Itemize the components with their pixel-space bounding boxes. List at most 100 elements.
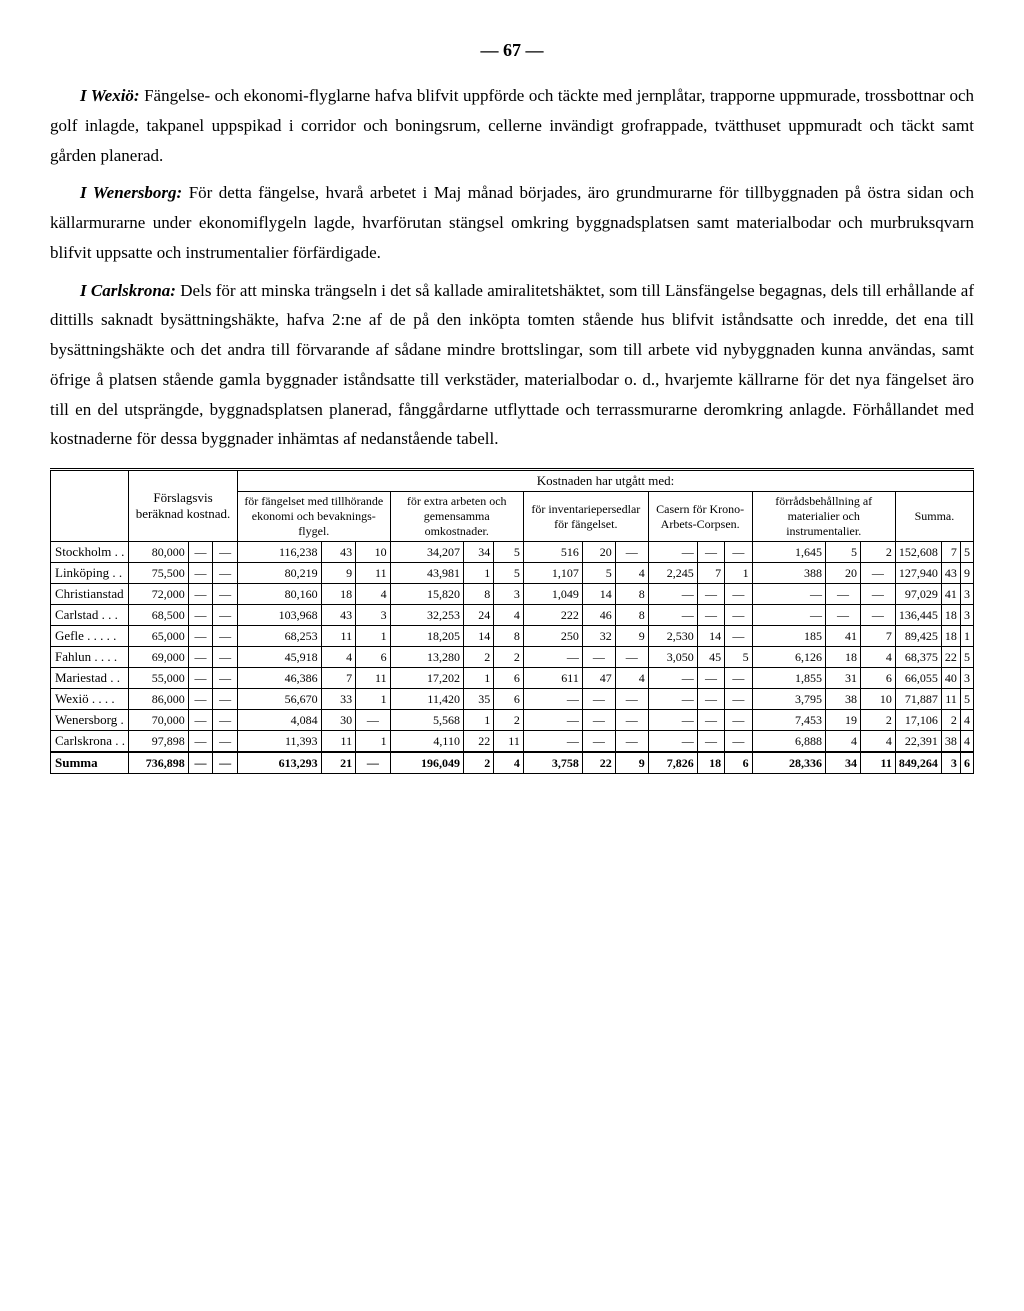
cell: 80,219 xyxy=(238,563,322,584)
column-header: Casern för Krono-Arbets-Corpsen. xyxy=(648,492,752,542)
cell: 1,049 xyxy=(523,584,582,605)
cell: — xyxy=(615,647,648,668)
cell: 736,898 xyxy=(129,752,189,774)
location-name: I Wexiö: xyxy=(80,86,144,105)
cell: 5 xyxy=(494,542,524,563)
cell: 2 xyxy=(860,542,895,563)
cell: 4 xyxy=(356,584,391,605)
cell: 5 xyxy=(960,689,973,710)
cell: 2,530 xyxy=(648,626,697,647)
cell: — xyxy=(725,689,752,710)
row-label: Carlskrona . . xyxy=(51,731,129,753)
cell: 5 xyxy=(494,563,524,584)
cell: 31 xyxy=(826,668,861,689)
cell: 5 xyxy=(960,647,973,668)
cell: 11,393 xyxy=(238,731,322,753)
cell: 3 xyxy=(356,605,391,626)
cell: 5 xyxy=(960,542,973,563)
cell: — xyxy=(188,563,213,584)
cell: 68,500 xyxy=(129,605,189,626)
cell: 55,000 xyxy=(129,668,189,689)
cell: — xyxy=(213,626,238,647)
cell: — xyxy=(648,689,697,710)
cell: 2 xyxy=(463,647,493,668)
table-row: Fahlun . . . .69,000——45,9184613,28022——… xyxy=(51,647,974,668)
cell: 11 xyxy=(321,626,356,647)
cell: 6 xyxy=(960,752,973,774)
cell: 80,000 xyxy=(129,542,189,563)
cell: 89,425 xyxy=(895,626,941,647)
cell: — xyxy=(648,710,697,731)
column-header: för fängelset med tillhörande ekonomi oc… xyxy=(238,492,391,542)
cell: 97,898 xyxy=(129,731,189,753)
column-header: för inventariepersedlar för fängelset. xyxy=(523,492,648,542)
cell: 5 xyxy=(826,542,861,563)
cell: 3,758 xyxy=(523,752,582,774)
row-label: Stockholm . . xyxy=(51,542,129,563)
cell: 4 xyxy=(860,731,895,753)
cell: — xyxy=(697,731,724,753)
summa-row: Summa736,898——613,29321—196,049243,75822… xyxy=(51,752,974,774)
cell: — xyxy=(648,584,697,605)
cell: 613,293 xyxy=(238,752,322,774)
cell: — xyxy=(188,689,213,710)
cell: — xyxy=(523,689,582,710)
cell: — xyxy=(697,689,724,710)
cell: 4 xyxy=(494,752,524,774)
cell: 72,000 xyxy=(129,584,189,605)
table-row: Carlstad . . .68,500——103,96843332,25324… xyxy=(51,605,974,626)
cell: 185 xyxy=(752,626,825,647)
cell: — xyxy=(752,605,825,626)
cell: — xyxy=(648,668,697,689)
cell: 5 xyxy=(582,563,615,584)
cell: 1 xyxy=(725,563,752,584)
cell: 196,049 xyxy=(390,752,463,774)
cell: 1 xyxy=(356,626,391,647)
table-row: Carlskrona . .97,898——11,3931114,1102211… xyxy=(51,731,974,753)
cell: 1 xyxy=(356,731,391,753)
page-number: 67 xyxy=(50,40,974,61)
col-group-kostnaden: Kostnaden har utgått med: xyxy=(238,470,974,492)
table-row: Wenersborg .70,000——4,08430—5,56812—————… xyxy=(51,710,974,731)
cell: 6 xyxy=(494,668,524,689)
table-row: Linköping . .75,500——80,21991143,981151,… xyxy=(51,563,974,584)
cell: 127,940 xyxy=(895,563,941,584)
cell: 35 xyxy=(463,689,493,710)
cell: 6 xyxy=(356,647,391,668)
cell: 3 xyxy=(960,605,973,626)
cell: 41 xyxy=(941,584,960,605)
cell: — xyxy=(615,542,648,563)
row-label: Wenersborg . xyxy=(51,710,129,731)
cell: — xyxy=(648,731,697,753)
cell: 21 xyxy=(321,752,356,774)
cell: 20 xyxy=(582,542,615,563)
table-row: Wexiö . . . .86,000——56,67033111,420356—… xyxy=(51,689,974,710)
cell: 4 xyxy=(960,731,973,753)
row-label: Linköping . . xyxy=(51,563,129,584)
cell: — xyxy=(213,689,238,710)
row-label: Fahlun . . . . xyxy=(51,647,129,668)
cell: 4 xyxy=(960,710,973,731)
cell: 14 xyxy=(463,626,493,647)
cell: — xyxy=(213,752,238,774)
cell: 11 xyxy=(356,563,391,584)
cell: 22 xyxy=(582,752,615,774)
cell: 43 xyxy=(321,605,356,626)
cell: 17,106 xyxy=(895,710,941,731)
cell: 10 xyxy=(356,542,391,563)
cell: 8 xyxy=(615,584,648,605)
cell: — xyxy=(582,731,615,753)
location-name: I Wenersborg: xyxy=(80,183,189,202)
table-row: Mariestad . .55,000——46,38671117,2021661… xyxy=(51,668,974,689)
cell: — xyxy=(188,605,213,626)
cell: 849,264 xyxy=(895,752,941,774)
cell: 4 xyxy=(615,563,648,584)
cell: 6 xyxy=(725,752,752,774)
cell: — xyxy=(213,647,238,668)
cell: — xyxy=(725,731,752,753)
cell: 222 xyxy=(523,605,582,626)
cell: 43 xyxy=(321,542,356,563)
paragraph: I Carlskrona: Dels för att minska trängs… xyxy=(50,276,974,455)
cell: 22 xyxy=(941,647,960,668)
cell: 2 xyxy=(494,710,524,731)
